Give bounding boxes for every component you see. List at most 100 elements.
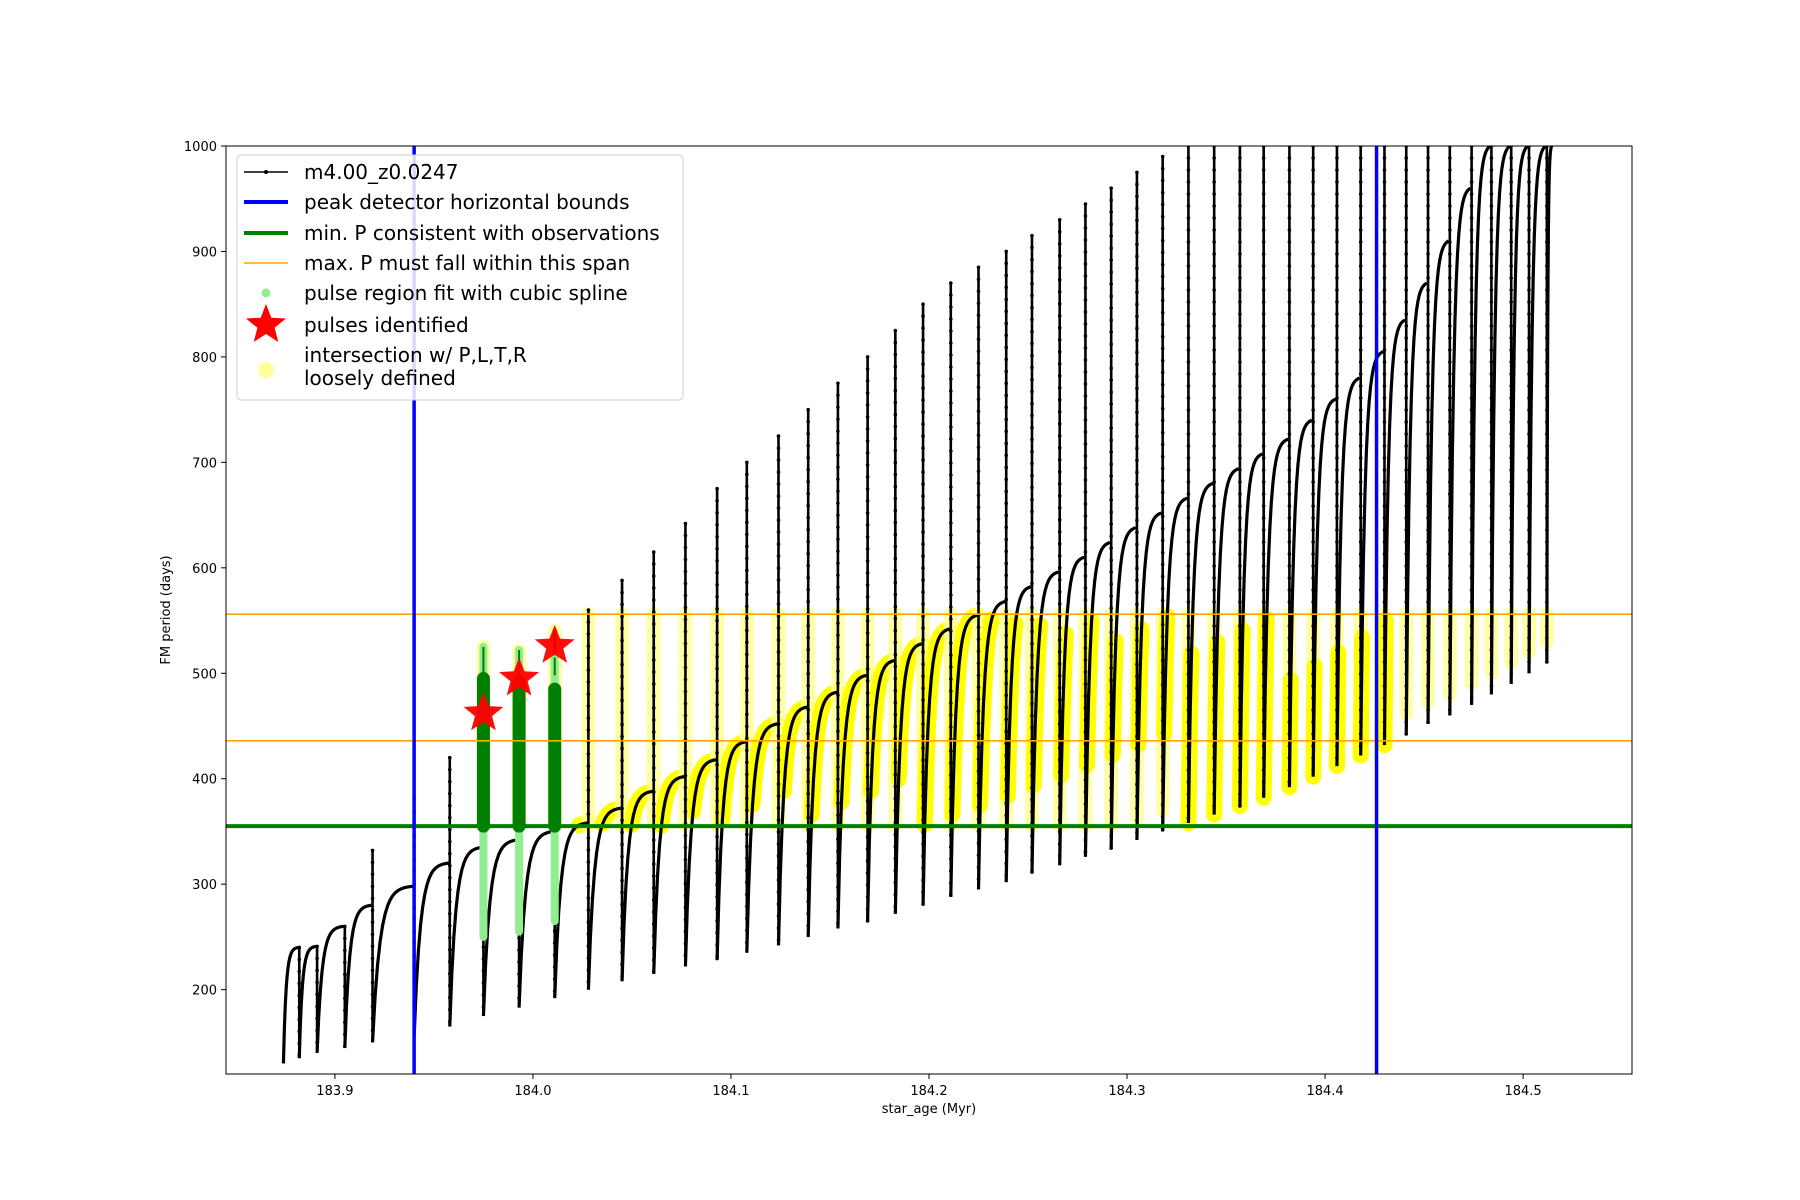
track-point [651, 814, 656, 818]
track-point [948, 365, 953, 369]
track-point [1186, 636, 1191, 640]
track-point [921, 386, 925, 390]
track-point [1311, 564, 1315, 568]
track-point [836, 693, 840, 698]
track-point [620, 590, 624, 595]
track-point [1057, 506, 1062, 510]
track-point [651, 718, 656, 722]
track-point [1030, 341, 1034, 346]
track-point [865, 691, 870, 695]
track-point [1404, 264, 1409, 268]
track-point [1261, 456, 1266, 460]
track-point [683, 809, 688, 814]
track-point [806, 455, 811, 460]
track-point [1004, 465, 1009, 470]
track-point [1109, 342, 1113, 346]
track-point [921, 410, 925, 414]
track-point [1004, 261, 1009, 266]
track-point [1109, 426, 1113, 430]
track-point [1135, 470, 1139, 475]
track-point [893, 472, 898, 477]
track-point [1135, 326, 1139, 331]
track-point [1109, 354, 1113, 358]
track-point [1160, 202, 1165, 207]
track-point [715, 774, 719, 779]
track-point [1311, 528, 1315, 532]
track-point [1109, 654, 1113, 658]
track-point [865, 595, 870, 599]
track-point [976, 337, 981, 342]
track-point [776, 470, 781, 474]
track-point [1030, 605, 1034, 610]
track-line [806, 690, 838, 937]
track-line [1509, 146, 1529, 684]
track-point [1160, 598, 1165, 603]
track-point [948, 545, 953, 549]
track-point [1030, 557, 1034, 562]
y-tick-label: 200 [192, 984, 217, 999]
track-point [1135, 686, 1139, 691]
track-point [1261, 372, 1266, 376]
track-point [1083, 250, 1088, 254]
track-point [1469, 216, 1474, 220]
track-point [1404, 384, 1409, 388]
track-point [1382, 312, 1387, 316]
track-point [836, 681, 840, 686]
track-point [1160, 214, 1165, 219]
legend-entry-label: peak detector horizontal bounds [304, 190, 630, 214]
track-point [1109, 414, 1113, 418]
track-point [1083, 646, 1088, 650]
track-point [1030, 569, 1034, 574]
y-tick-label: 900 [192, 245, 217, 260]
track-point [806, 575, 811, 580]
track-point [948, 557, 953, 561]
track-point [651, 754, 656, 758]
track-point [1135, 350, 1139, 355]
track-point [683, 593, 688, 598]
track-point [948, 497, 953, 501]
track-point [1335, 192, 1339, 196]
track-line [976, 600, 1006, 890]
pulse-star-marker [463, 692, 504, 731]
track-point [1057, 566, 1062, 570]
track-point [1004, 621, 1009, 626]
track-point [976, 565, 981, 570]
track-point [1287, 228, 1292, 232]
track-point [1469, 288, 1474, 292]
track-point [1004, 633, 1009, 638]
track-point [1238, 504, 1242, 508]
track-point [1186, 336, 1191, 340]
track-point [1545, 156, 1549, 160]
track-point [1509, 300, 1514, 304]
track-point [447, 803, 452, 808]
track-point [1448, 168, 1452, 172]
track-line [1262, 437, 1289, 798]
track-point [1186, 348, 1191, 352]
track-point [1509, 180, 1514, 184]
track-point [921, 434, 925, 438]
x-tick-label: 183.9 [316, 1084, 353, 1099]
track-point [715, 582, 719, 587]
track-point [893, 640, 898, 645]
track-point [1287, 192, 1292, 196]
track-point [745, 628, 749, 633]
track-point [1261, 168, 1266, 172]
track-point [836, 585, 840, 590]
track-point [651, 850, 656, 854]
track-point [745, 544, 749, 549]
track-point [836, 525, 840, 530]
track-point [1382, 288, 1387, 292]
track-point [745, 520, 749, 525]
track-point [1509, 168, 1514, 172]
track-point [447, 947, 452, 952]
track-point [976, 313, 981, 318]
track-point [776, 542, 781, 546]
track-point [1057, 542, 1062, 546]
track-point [1358, 180, 1363, 184]
track-point [1527, 252, 1531, 256]
track-point [1382, 156, 1387, 160]
track-point [948, 713, 953, 717]
track-point [1335, 384, 1339, 388]
track-point [1527, 156, 1531, 160]
track-point [1030, 305, 1034, 310]
